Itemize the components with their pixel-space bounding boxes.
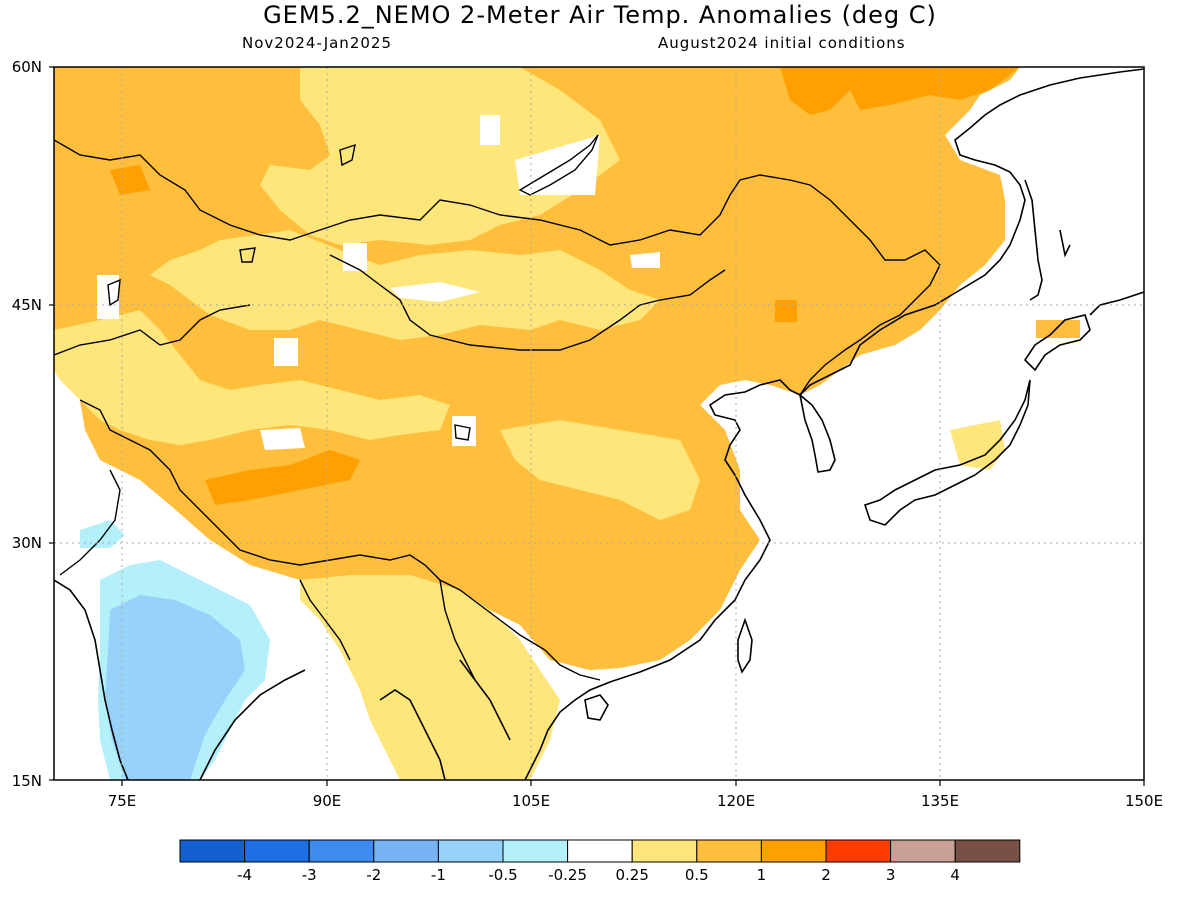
anomaly-region-0.25-0.5-south [300,575,560,780]
lat-label-30n: 30N [12,534,42,552]
axis-ticks [49,66,1145,786]
anomaly-region-1-2-hokkaido [1036,320,1080,338]
near-zero-patch [260,428,305,450]
near-zero-patch [274,338,298,366]
initial-conditions: August2024 initial conditions [658,34,906,52]
anomaly-region-0.25-0.5-west [54,310,450,445]
anomaly-region-0.25-0.5-korea [950,420,1005,470]
anomaly-region-1-2-tibet [205,450,360,505]
near-zero-patch [343,243,367,271]
legend-swatch [179,839,246,863]
anomaly-region-1-2-west-siberia [110,165,150,195]
lon-label-105e: 105E [512,792,550,810]
legend-label: -4 [237,866,252,884]
legend-label: -2 [366,866,381,884]
legend-swatch [890,839,956,863]
legend-swatch [954,839,1021,863]
legend-label: -0.25 [548,866,587,884]
legend-label: 4 [950,866,960,884]
legend-swatch [825,839,892,863]
color-legend: -4 -3 -2 -1 -0.5 -0.25 0.25 0.5 1 2 3 4 [179,839,1021,884]
forecast-period: Nov2024-Jan2025 [242,34,392,52]
legend-swatch [760,839,827,863]
map-frame [53,66,1145,781]
legend-label: -0.5 [488,866,517,884]
legend-label: -3 [302,866,317,884]
lon-label-150e: 150E [1125,792,1163,810]
legend-swatch [696,839,762,863]
near-zero-patch [97,275,119,319]
lat-label-15n: 15N [12,772,42,790]
map-title: GEM5.2_NEMO 2-Meter Air Temp. Anomalies … [263,1,937,29]
grid-lines [54,67,1144,780]
anomaly-region-neg-0.25-pak [80,520,125,548]
legend-label: 3 [886,866,896,884]
near-zero-patch [630,252,660,268]
legend-label: 0.5 [685,866,709,884]
legend-label: 0.25 [615,866,648,884]
legend-swatch [631,839,698,863]
near-zero-patch [390,282,480,302]
legend-label: -1 [431,866,446,884]
anomaly-region-neg-0.5 [105,595,245,780]
anomaly-region-0.25-0.5-north [260,67,620,245]
lat-label-60n: 60N [12,58,42,76]
country-borders [54,139,941,681]
coastlines [54,68,1144,780]
near-zero-patch [480,115,500,145]
legend-label: 1 [757,866,767,884]
lon-label-120e: 120E [717,792,755,810]
legend-swatch [373,839,439,863]
anomaly-region-0.25-0.5-tibet-east [500,420,700,520]
legend-label: 2 [821,866,831,884]
anomaly-region-0.25-0.5-tarim [150,230,660,340]
anomaly-region-1-2-manchuria [775,300,797,322]
lon-label-75e: 75E [108,792,137,810]
lakes [107,134,599,441]
lon-label-90e: 90E [313,792,342,810]
lat-label-45n: 45N [12,296,42,314]
lon-label-135e: 135E [921,792,959,810]
anomaly-region-1-2-siberia [780,67,1020,115]
legend-swatch [437,839,504,863]
legend-swatch [567,839,633,863]
legend-swatch [308,839,375,863]
legend-swatch [244,839,310,863]
legend-swatch [502,839,569,863]
